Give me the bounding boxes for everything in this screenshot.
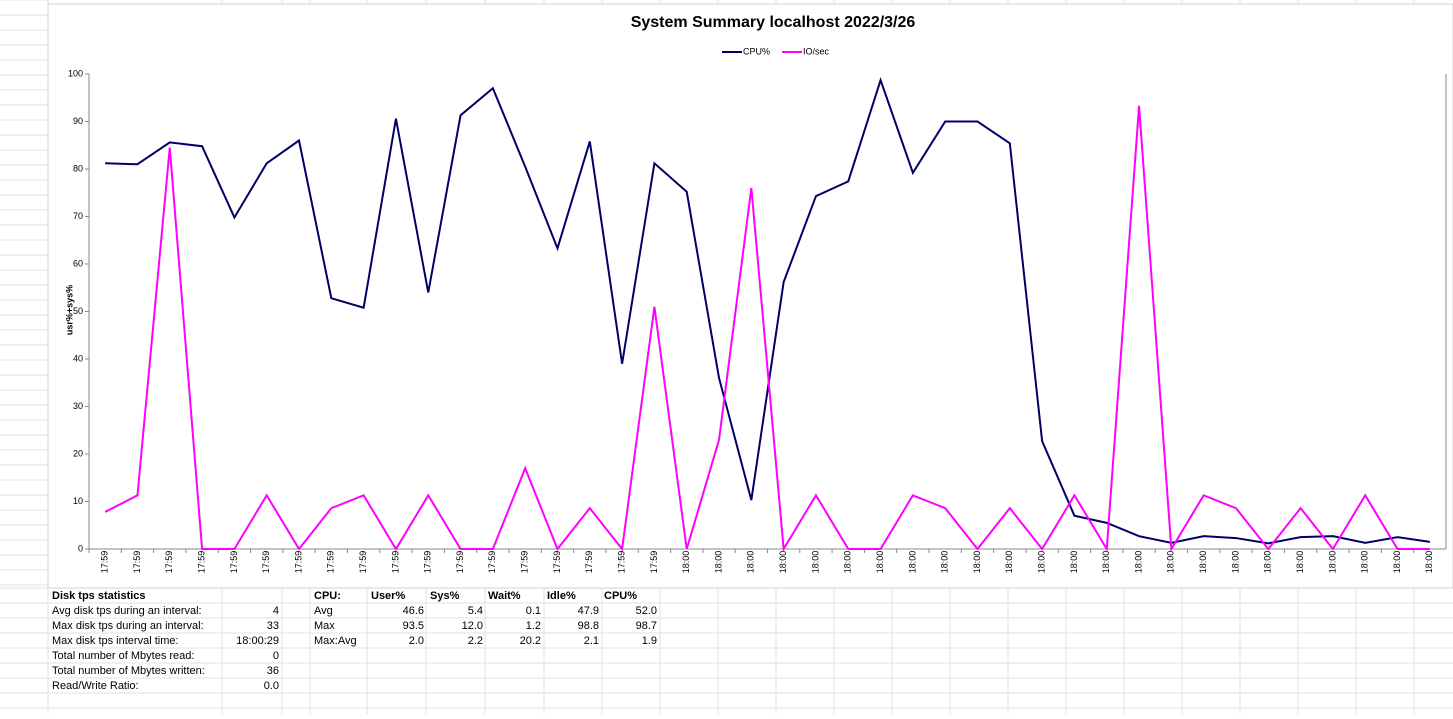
x-tick-label: 18:00: [810, 551, 820, 574]
x-tick-label: 18:00: [875, 551, 885, 574]
cell-value: Max: [314, 620, 335, 632]
cell-value: 36: [267, 665, 279, 677]
x-tick-label: 17:59: [616, 551, 626, 574]
x-tick-label: 18:00: [1360, 551, 1370, 574]
cell-value: 98.8: [578, 620, 599, 632]
cell-value: 20.2: [520, 635, 541, 647]
cell-value: 93.5: [403, 620, 424, 632]
table-header: Idle%: [547, 590, 576, 602]
table-header: Wait%: [488, 590, 521, 602]
y-tick-label: 90: [73, 116, 83, 126]
x-tick-label: 17:59: [293, 551, 303, 574]
x-tick-label: 17:59: [584, 551, 594, 574]
x-tick-label: 18:00: [1198, 551, 1208, 574]
series-line: [105, 77, 1430, 545]
cell-value: 2.0: [409, 635, 424, 647]
chart-area: [47, 3, 1453, 589]
x-tick-label: 17:59: [390, 551, 400, 574]
cell-value: 0.1: [526, 605, 541, 617]
x-tick-label: 18:00: [972, 551, 982, 574]
legend-label: CPU%: [743, 46, 770, 56]
cell-value: 4: [273, 605, 279, 617]
table-header: CPU:: [314, 590, 341, 602]
x-tick-label: 17:59: [261, 551, 271, 574]
y-tick-label: 30: [73, 401, 83, 411]
table-header: Sys%: [430, 590, 460, 602]
x-tick-label: 18:00: [1166, 551, 1176, 574]
x-tick-label: 18:00: [1037, 551, 1047, 574]
cell-value: 47.9: [578, 605, 599, 617]
y-tick-label: 60: [73, 258, 83, 268]
cell-value: 18:00:29: [236, 635, 279, 647]
cell-value: 1.2: [526, 620, 541, 632]
cell-value: 2.2: [468, 635, 483, 647]
x-tick-label: 18:00: [1133, 551, 1143, 574]
x-tick-label: 18:00: [1327, 551, 1337, 574]
x-tick-label: 17:59: [520, 551, 530, 574]
x-tick-label: 17:59: [423, 551, 433, 574]
cell-label: Total number of Mbytes written:: [52, 665, 205, 677]
x-tick-label: 18:00: [681, 551, 691, 574]
cell-label: Max disk tps interval time:: [52, 635, 179, 647]
x-tick-label: 17:59: [132, 551, 142, 574]
x-tick-label: 17:59: [455, 551, 465, 574]
x-tick-label: 18:00: [1424, 551, 1434, 574]
series-line: [104, 105, 1430, 553]
y-tick-label: 80: [73, 163, 83, 173]
x-tick-label: 18:00: [1069, 551, 1079, 574]
x-tick-label: 18:00: [778, 551, 788, 574]
cell-value: 12.0: [462, 620, 483, 632]
y-tick-label: 20: [73, 448, 83, 458]
cell-value: 52.0: [636, 605, 657, 617]
legend-label: IO/sec: [803, 46, 830, 56]
y-axis-label: usr%+sys%: [64, 285, 74, 335]
x-tick-label: 18:00: [746, 551, 756, 574]
y-tick-label: 100: [68, 68, 83, 78]
y-tick-label: 50: [73, 306, 83, 316]
x-tick-label: 17:59: [487, 551, 497, 574]
cell-value: 98.7: [636, 620, 657, 632]
y-tick-label: 40: [73, 353, 83, 363]
cell-value: 1.9: [642, 635, 657, 647]
x-tick-label: 18:00: [907, 551, 917, 574]
y-tick-label: 70: [73, 211, 83, 221]
cell-label: Avg disk tps during an interval:: [52, 605, 202, 617]
y-tick-label: 0: [78, 543, 83, 553]
table-header: User%: [371, 590, 405, 602]
cell-label: Read/Write Ratio:: [52, 680, 139, 692]
cell-value: 5.4: [468, 605, 483, 617]
cell-label: Max disk tps during an interval:: [52, 620, 204, 632]
x-tick-label: 18:00: [1263, 551, 1273, 574]
x-tick-label: 17:59: [100, 551, 110, 574]
cell-value: 0.0: [264, 680, 279, 692]
cell-value: 2.1: [584, 635, 599, 647]
x-tick-label: 18:00: [940, 551, 950, 574]
table-header: CPU%: [604, 590, 637, 602]
x-tick-label: 18:00: [1004, 551, 1014, 574]
x-tick-label: 17:59: [229, 551, 239, 574]
table-title: Disk tps statistics: [52, 590, 146, 602]
cell-value: 0: [273, 650, 279, 662]
x-tick-label: 18:00: [843, 551, 853, 574]
cell-value: 33: [267, 620, 279, 632]
x-tick-label: 18:00: [1230, 551, 1240, 574]
x-tick-label: 18:00: [1392, 551, 1402, 574]
cell-label: Total number of Mbytes read:: [52, 650, 194, 662]
chart-title: System Summary localhost 2022/3/26: [631, 14, 916, 31]
x-tick-label: 17:59: [552, 551, 562, 574]
x-tick-label: 17:59: [358, 551, 368, 574]
x-tick-label: 17:59: [649, 551, 659, 574]
x-tick-label: 17:59: [164, 551, 174, 574]
x-tick-label: 17:59: [196, 551, 206, 574]
x-tick-label: 18:00: [713, 551, 723, 574]
x-tick-label: 17:59: [326, 551, 336, 574]
cell-value: Max:Avg: [314, 635, 357, 647]
y-tick-label: 10: [73, 496, 83, 506]
x-tick-label: 18:00: [1101, 551, 1111, 574]
x-tick-label: 18:00: [1295, 551, 1305, 574]
cell-value: 46.6: [403, 605, 424, 617]
cell-value: Avg: [314, 605, 333, 617]
